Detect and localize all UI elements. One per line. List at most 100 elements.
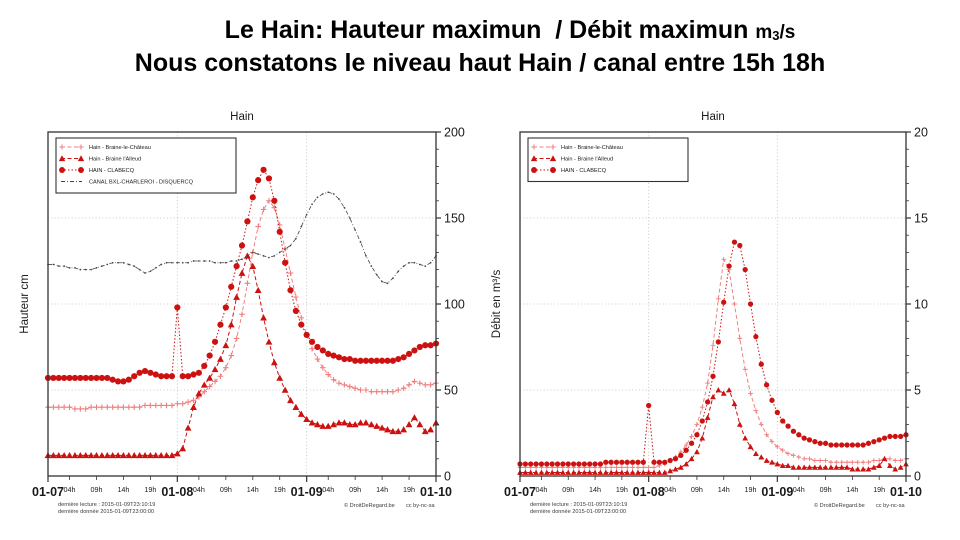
data-point-triangle [822,464,829,470]
data-point-circle [737,242,743,249]
data-point-plus [753,408,759,414]
data-point-plus [142,402,148,409]
data-point-dot [181,261,184,264]
data-point-triangle [549,469,556,475]
data-point-triangle [287,396,294,404]
data-point-dot [295,237,297,240]
data-point-circle [125,376,132,383]
data-point-circle [55,374,62,382]
data-point-circle [715,339,721,345]
data-point-plus [764,432,769,438]
data-point-circle [335,354,343,361]
footer-left: dernière donnée 2015-01-09T23:00:00 [530,509,626,515]
data-point-triangle [581,469,588,475]
data-point-plus [233,335,240,342]
data-point-plus [796,454,802,460]
data-point-circle [560,461,566,467]
data-point-circle [222,304,229,311]
data-point-plus [271,204,278,211]
data-point-triangle [817,464,824,470]
data-point-dot [57,265,60,268]
y-tick-label: 20 [914,126,928,140]
data-point-triangle [720,390,727,396]
data-point-circle [174,304,181,311]
data-point-triangle [645,469,652,475]
data-point-circle [549,461,555,467]
footer-license: cc by-nc-sa [876,503,905,509]
data-point-circle [624,459,630,465]
data-point-triangle [200,381,208,388]
y-axis-ticks: 0 5 10 15 20 [906,126,928,484]
data-point-triangle [233,293,241,300]
data-point-circle [887,433,893,440]
legend-label: Hain - Braine l'Alleud [89,157,141,163]
data-point-circle [683,447,689,453]
data-point-plus [109,404,116,410]
x-tick-label-minor: 04h [64,485,76,494]
data-point-plus [341,382,348,388]
data-point-circle [839,442,845,448]
data-point-dot [284,248,286,250]
data-point-plus [780,447,786,453]
data-point-circle [411,347,418,354]
data-point-circle [276,228,283,235]
x-tick-label-minor: 19h [616,485,628,494]
data-point-circle [185,373,192,380]
series-3 [47,191,437,285]
x-tick-label-minor: 19h [745,485,757,494]
data-point-plus [163,402,170,409]
data-point-plus [158,402,164,409]
x-tick-label-minor: 14h [589,485,601,494]
y-tick-label: 150 [444,212,465,226]
data-point-plus [147,402,154,409]
data-point-triangle [715,387,722,393]
data-point-circle [533,461,539,467]
data-point-dot [397,270,400,273]
data-point-plus [239,311,245,318]
data-point-plus [126,404,132,410]
data-point-circle [726,263,732,269]
title-line-1: Le Hain: Hauteur maximun / Débit maximun… [0,14,960,47]
data-point-triangle [785,462,791,469]
data-point-circle [201,362,208,370]
data-point-circle [93,374,100,382]
data-point-dot [63,265,66,268]
data-point-circle [785,423,791,429]
series-0 [517,256,909,470]
data-point-circle [538,461,545,467]
data-point-plus [314,356,321,362]
data-point-triangle [384,426,391,433]
data-point-circle [565,461,571,467]
data-point-triangle [887,462,893,469]
data-point-circle [635,459,641,465]
data-point-dot [187,261,189,264]
data-point-circle [898,433,904,440]
data-point-circle [179,373,186,380]
data-point-triangle [570,469,577,475]
data-point-triangle [297,410,305,417]
data-point-circle [109,376,116,383]
data-point-circle [528,461,534,467]
data-point-triangle [618,469,625,475]
data-point-triangle [747,443,754,450]
data-point-plus [66,404,73,410]
data-point-plus [871,458,877,463]
grid-lines [520,132,906,476]
data-point-circle [228,283,235,290]
data-point-dot [68,267,71,269]
data-point-circle [855,442,861,448]
data-point-dot [84,268,87,271]
data-point-plus [400,385,407,392]
y-tick-label: 0 [444,470,451,484]
data-point-plus [791,452,796,458]
data-point-plus [417,380,423,386]
x-tick-label-minor: 04h [793,485,805,494]
data-point-circle [576,461,582,467]
data-point-circle [330,352,337,359]
x-tick-label-minor: 09h [820,485,832,494]
x-axis-ticks: 01-07 01-08 01-09 01-10 04h 09h 14h 19h 04h 09h 14… [32,476,452,499]
x-tick-label-minor: 04h [322,485,334,494]
data-point-dot [365,254,367,257]
data-point-plus [823,458,828,463]
data-point-circle [120,378,127,385]
